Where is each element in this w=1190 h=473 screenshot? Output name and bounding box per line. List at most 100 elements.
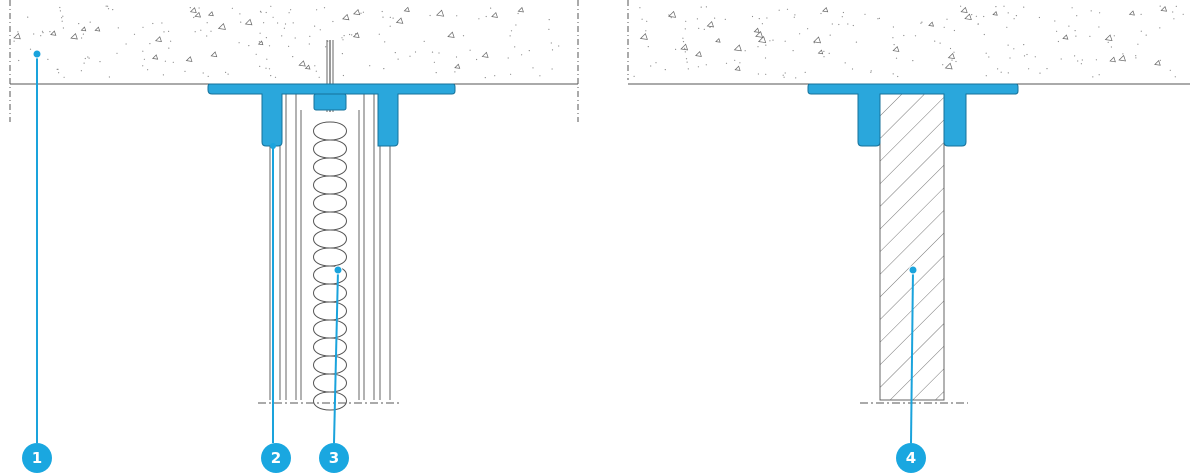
- aggregate: [304, 64, 311, 70]
- aggregate: [210, 51, 218, 58]
- speckle: [641, 18, 643, 20]
- speckle: [1023, 6, 1025, 8]
- speckle: [1009, 57, 1011, 59]
- speckle: [168, 47, 170, 49]
- aggregate: [715, 37, 721, 43]
- speckle: [332, 20, 334, 23]
- speckle: [960, 5, 962, 7]
- speckle: [394, 52, 396, 54]
- speckle: [351, 34, 353, 36]
- speckle: [897, 75, 899, 78]
- speckle: [778, 9, 780, 11]
- speckle: [988, 56, 990, 58]
- speckle: [316, 9, 318, 11]
- aggregate: [753, 27, 760, 33]
- speckle: [983, 33, 985, 36]
- speckle: [1034, 56, 1036, 58]
- speckle: [515, 24, 517, 26]
- speckle: [314, 65, 316, 67]
- speckle: [431, 51, 434, 53]
- aggregate: [70, 32, 78, 40]
- aggregate: [947, 52, 955, 60]
- speckle: [1000, 71, 1002, 73]
- speckle: [117, 27, 119, 29]
- speckle: [1028, 68, 1030, 70]
- concrete-slabs: [9, 0, 1190, 122]
- speckle: [953, 51, 955, 53]
- speckle: [429, 14, 431, 17]
- aggregate: [813, 36, 822, 44]
- speckle: [490, 7, 492, 9]
- right-profile: [807, 83, 1019, 147]
- speckle: [319, 29, 321, 31]
- speckle: [682, 41, 685, 43]
- speckle: [792, 50, 794, 52]
- speckle: [510, 30, 513, 32]
- aggregate: [481, 51, 489, 58]
- speckle: [87, 56, 89, 58]
- speckle: [323, 7, 326, 9]
- speckle: [765, 73, 767, 75]
- speckle: [309, 35, 311, 38]
- aggregate: [207, 11, 214, 17]
- speckle: [714, 17, 716, 19]
- aggregate: [639, 32, 648, 40]
- speckle: [42, 31, 44, 34]
- speckle: [40, 35, 42, 37]
- aggregate: [822, 6, 829, 13]
- speckle: [61, 20, 63, 22]
- speckle: [142, 26, 144, 28]
- speckle: [1076, 15, 1078, 17]
- speckle: [878, 17, 881, 19]
- speckle: [912, 60, 914, 62]
- speckle: [804, 71, 806, 73]
- speckle: [80, 70, 82, 72]
- speckle: [903, 34, 905, 37]
- aggregate: [447, 31, 455, 38]
- speckle: [696, 18, 699, 20]
- speckle: [381, 10, 383, 13]
- speckle: [83, 62, 85, 64]
- speckle: [318, 76, 320, 78]
- speckle: [1145, 34, 1147, 36]
- speckle: [270, 75, 272, 77]
- speckle: [550, 42, 552, 44]
- speckle: [548, 19, 550, 21]
- speckle: [62, 27, 64, 29]
- speckle: [971, 14, 973, 16]
- aggregate: [342, 13, 350, 21]
- aggregate: [454, 63, 461, 69]
- speckle: [670, 17, 672, 19]
- speckle: [292, 56, 294, 58]
- speckle: [1075, 35, 1077, 37]
- speckle: [292, 22, 294, 24]
- speckle: [152, 22, 154, 25]
- speckle: [143, 58, 145, 60]
- speckle: [258, 41, 260, 43]
- marker-label: 3: [329, 449, 339, 467]
- speckle: [645, 30, 647, 32]
- speckle: [1023, 44, 1025, 46]
- speckle: [225, 71, 227, 73]
- speckle: [462, 35, 465, 37]
- speckle: [327, 40, 329, 42]
- speckle: [389, 16, 391, 18]
- speckle: [1057, 40, 1059, 43]
- speckle: [1175, 5, 1177, 7]
- marker-label: 1: [32, 449, 42, 467]
- marker-circle: [22, 443, 52, 473]
- speckle: [795, 77, 797, 79]
- speckle: [548, 28, 550, 30]
- speckle: [343, 35, 345, 37]
- speckle: [485, 15, 487, 18]
- speckle: [551, 68, 553, 70]
- aggregate: [960, 6, 968, 13]
- aggregate: [517, 6, 524, 13]
- speckle: [58, 72, 60, 74]
- speckle: [700, 6, 702, 8]
- speckle: [105, 5, 107, 7]
- speckle: [62, 15, 64, 17]
- speckle: [1074, 30, 1076, 32]
- speckle: [684, 47, 686, 50]
- speckle: [769, 40, 771, 42]
